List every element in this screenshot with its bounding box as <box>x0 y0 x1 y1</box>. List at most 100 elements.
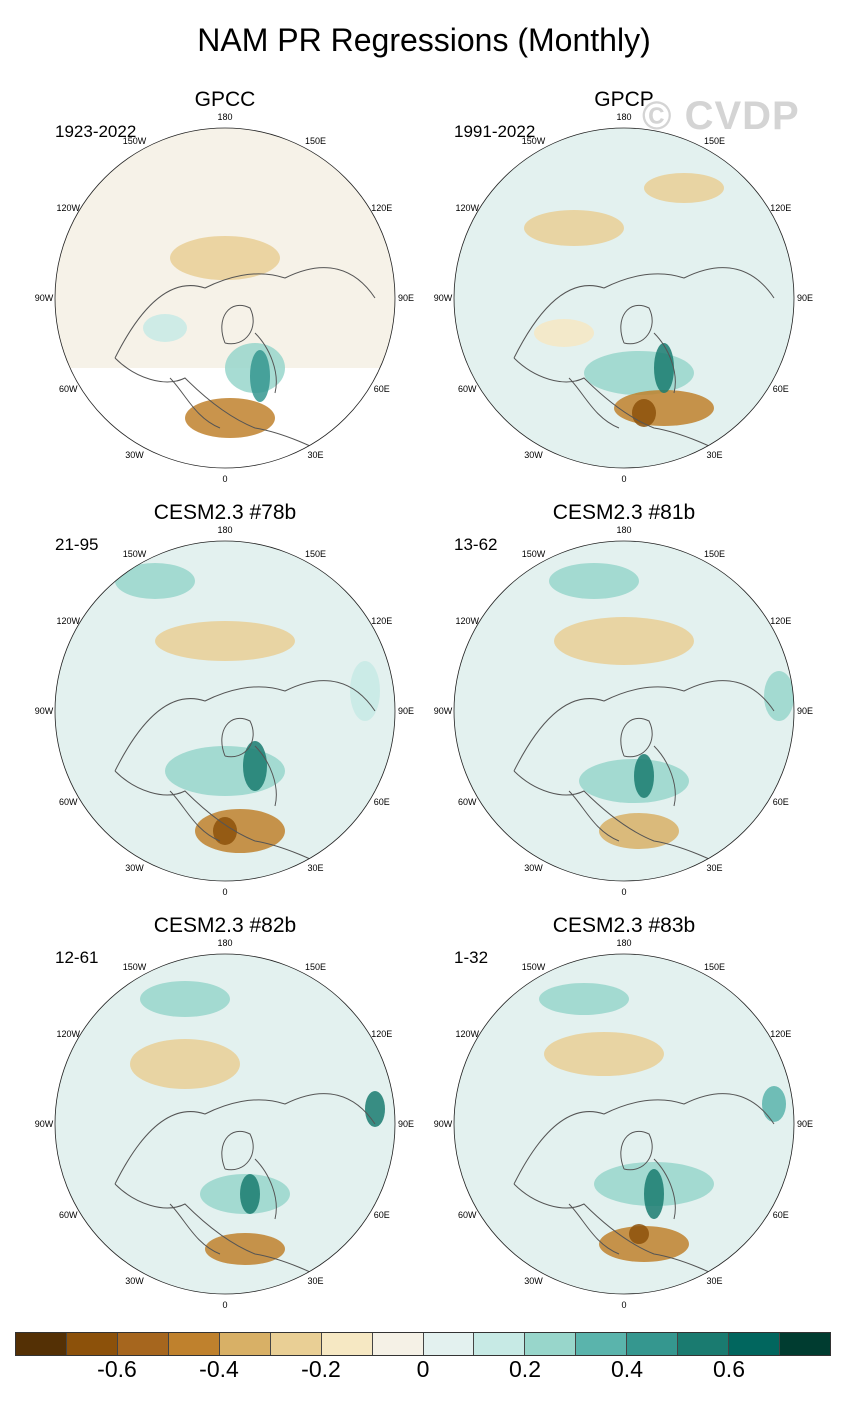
polar-map <box>453 127 795 469</box>
panel-title: GPCC <box>194 88 256 111</box>
lon-tick-label: 90E <box>796 706 814 716</box>
lon-tick-label: 30E <box>307 1275 324 1286</box>
anomaly-region <box>213 817 237 845</box>
colorbar-swatch <box>576 1333 628 1355</box>
anomaly-region <box>115 563 195 599</box>
lon-tick-label: 30W <box>524 862 543 873</box>
lon-tick-label: 0 <box>222 1300 228 1310</box>
lon-tick-label: 60W <box>457 383 477 394</box>
panel-title: CESM2.3 #83b <box>552 914 696 937</box>
lon-tick-label: 30W <box>125 449 144 460</box>
polar-map <box>453 953 795 1295</box>
lon-tick-label: 150W <box>521 962 546 973</box>
lon-tick-label: 150E <box>304 962 327 973</box>
anomaly-region <box>243 741 267 791</box>
panel-period: 13-62 <box>454 535 498 554</box>
anomaly-region <box>599 1226 689 1262</box>
lon-tick-label: 120W <box>455 615 479 626</box>
map-boundary <box>54 953 396 1295</box>
map-boundary <box>453 540 795 882</box>
anomaly-region <box>539 983 629 1015</box>
colorbar-label: 0.2 <box>509 1356 541 1382</box>
coastline <box>513 1093 775 1285</box>
panel-period: 1991-2022 <box>454 122 536 141</box>
lon-tick-label: 30E <box>706 862 723 873</box>
lon-tick-label: 60W <box>58 796 78 807</box>
anomaly-region <box>130 1039 240 1089</box>
colorbar <box>15 1332 831 1356</box>
lon-tick-label: 90E <box>796 293 814 303</box>
lon-tick-label: 30W <box>524 449 543 460</box>
anomaly-region <box>195 809 285 853</box>
anomaly-region <box>584 351 694 395</box>
lon-tick-label: 90W <box>34 293 54 303</box>
lon-tick-label: 60W <box>58 383 78 394</box>
anomaly-region <box>170 236 280 280</box>
lon-tick-label: 120W <box>455 202 479 213</box>
colorbar-label: -0.6 <box>97 1356 137 1382</box>
lon-tick-label: 150E <box>703 136 726 147</box>
anomaly-region <box>599 813 679 849</box>
colorbar-label: 0.6 <box>713 1356 745 1382</box>
anomaly-region <box>654 343 674 393</box>
lon-tick-label: 60W <box>58 1209 78 1220</box>
colorbar-swatch <box>474 1333 526 1355</box>
lon-tick-label: 90E <box>397 1119 415 1129</box>
lon-tick-label: 60E <box>373 796 390 807</box>
lon-tick-label: 150W <box>122 962 147 973</box>
colorbar-swatch <box>372 1333 424 1355</box>
lon-tick-label: 90E <box>397 706 415 716</box>
colorbar-swatch <box>729 1333 781 1355</box>
polar-map <box>54 127 396 469</box>
anomaly-region <box>365 1091 385 1127</box>
lon-tick-label: 60W <box>457 796 477 807</box>
panel-title: CESM2.3 #78b <box>153 501 297 524</box>
panel-gpcc: GPCC 1923-2022 180 150E 120E 90E 60E 30E 0 30W 6… <box>15 88 415 488</box>
lon-tick-label: 0 <box>621 474 627 484</box>
lon-tick-label: 120E <box>770 1028 792 1039</box>
lon-tick-label: 0 <box>222 474 228 484</box>
lon-tick-label: 0 <box>621 887 627 897</box>
anomaly-region <box>155 621 295 661</box>
anomaly-region <box>644 1169 664 1219</box>
lon-tick-label: 120W <box>56 615 80 626</box>
coastline <box>114 267 376 459</box>
lon-tick-label: 150E <box>703 962 726 973</box>
anomaly-region <box>634 754 654 798</box>
lon-tick-label: 60E <box>772 383 789 394</box>
colorbar-swatch <box>66 1333 118 1355</box>
anomaly-region <box>524 210 624 246</box>
lon-tick-label: 90W <box>433 1119 453 1129</box>
lon-tick-label: 120E <box>371 202 393 213</box>
lon-tick-label: 180 <box>217 938 233 948</box>
anomaly-region <box>614 390 714 426</box>
colorbar-label: 0.4 <box>611 1356 643 1382</box>
cvdp-watermark: © CVDP <box>642 94 800 138</box>
lon-tick-label: 30W <box>125 862 144 873</box>
colorbar-swatch <box>270 1333 322 1355</box>
polar-map <box>54 540 396 882</box>
lon-tick-label: 150W <box>122 136 147 147</box>
lon-tick-label: 30W <box>125 1275 144 1286</box>
map-boundary <box>54 127 396 469</box>
colorbar-swatch <box>780 1333 830 1355</box>
lon-tick-label: 30W <box>524 1275 543 1286</box>
anomaly-region <box>554 617 694 665</box>
coastline <box>114 680 376 872</box>
lon-tick-label: 180 <box>616 938 632 948</box>
lon-tick-label: 120W <box>455 1028 479 1039</box>
anomaly-region <box>240 1174 260 1214</box>
lon-tick-label: 150E <box>304 136 327 147</box>
anomaly-region <box>350 661 380 721</box>
lon-tick-label: 30E <box>706 449 723 460</box>
anomaly-region <box>764 671 794 721</box>
colorbar-swatch <box>321 1333 373 1355</box>
lon-tick-label: 150E <box>304 549 327 560</box>
anomaly-region <box>185 398 275 438</box>
panel-period: 1-32 <box>454 948 489 967</box>
panel-gpcp: GPCP 1991-2022 180 150E 120E 90E 60E 30E 0 30W 6… <box>414 88 814 488</box>
lon-tick-label: 180 <box>616 525 632 535</box>
colorbar-swatch <box>16 1333 67 1355</box>
colorbar-swatch <box>219 1333 271 1355</box>
lon-tick-label: 90W <box>433 293 453 303</box>
